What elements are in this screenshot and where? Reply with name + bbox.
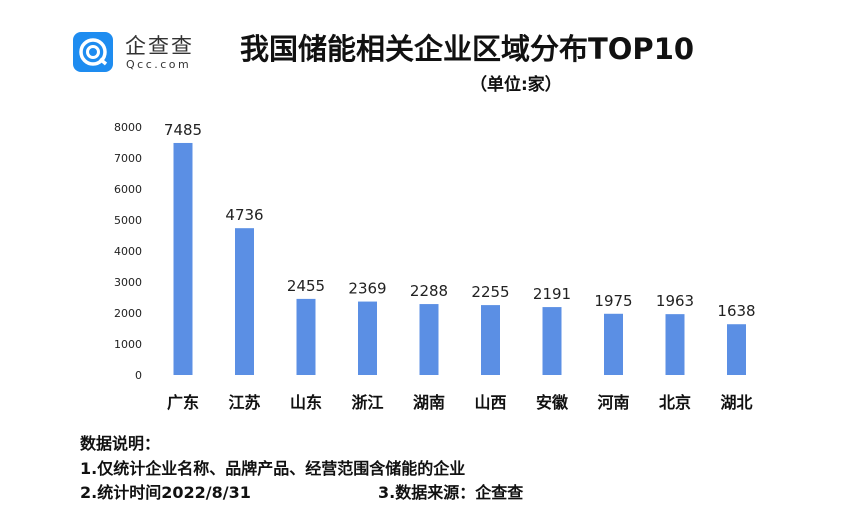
logo-name: 企查查 xyxy=(125,34,194,58)
bar xyxy=(604,313,623,375)
data-label: 1975 xyxy=(594,292,632,310)
data-label: 7485 xyxy=(164,121,202,139)
logo-domain: Qcc.com xyxy=(126,58,192,71)
bar xyxy=(358,301,377,375)
y-tick-label: 5000 xyxy=(114,214,142,227)
x-tick-label: 河南 xyxy=(597,393,629,412)
y-tick-label: 4000 xyxy=(114,245,142,258)
x-tick-label: 湖北 xyxy=(720,393,752,412)
x-tick-label: 湖南 xyxy=(413,393,445,412)
x-tick-label: 山东 xyxy=(290,393,322,412)
bar xyxy=(235,228,254,375)
chart-subtitle: （单位:家） xyxy=(470,75,562,95)
data-label: 1963 xyxy=(656,292,694,310)
data-label: 2255 xyxy=(471,283,509,301)
y-tick-label: 3000 xyxy=(114,276,142,289)
bar xyxy=(419,304,439,375)
data-label: 1638 xyxy=(717,302,755,320)
notes-line1: 1.仅统计企业名称、品牌产品、经营范围含储能的企业 xyxy=(80,459,466,478)
notes-heading: 数据说明： xyxy=(80,434,161,453)
data-label: 2288 xyxy=(410,282,448,300)
bar xyxy=(296,298,316,375)
x-tick-label: 安徽 xyxy=(536,393,569,412)
data-label: 2455 xyxy=(287,277,325,295)
bar xyxy=(481,305,500,375)
bar xyxy=(727,324,746,375)
y-tick-label: 6000 xyxy=(114,183,142,196)
chart-title: 我国储能相关企业区域分布TOP10 xyxy=(240,32,695,66)
data-label: 2191 xyxy=(533,285,571,303)
x-tick-label: 北京 xyxy=(659,393,691,412)
notes-source: 3.数据来源：企查查 xyxy=(378,483,524,502)
x-tick-label: 浙江 xyxy=(351,393,383,412)
y-tick-label: 8000 xyxy=(114,121,142,134)
x-tick-label: 江苏 xyxy=(228,393,260,412)
y-tick-label: 0 xyxy=(135,369,142,382)
y-tick-label: 1000 xyxy=(114,338,142,351)
x-tick-label: 广东 xyxy=(167,393,199,412)
y-tick-label: 2000 xyxy=(114,307,142,320)
data-label: 2369 xyxy=(348,280,386,298)
y-tick-label: 7000 xyxy=(114,152,142,165)
bar xyxy=(173,142,193,375)
qcc-logo-icon xyxy=(73,32,113,72)
data-label: 4736 xyxy=(225,206,263,224)
bar xyxy=(542,307,562,375)
notes-line2: 2.统计时间2022/8/31 xyxy=(80,483,251,502)
bar xyxy=(665,314,685,375)
x-tick-label: 山西 xyxy=(474,393,506,412)
